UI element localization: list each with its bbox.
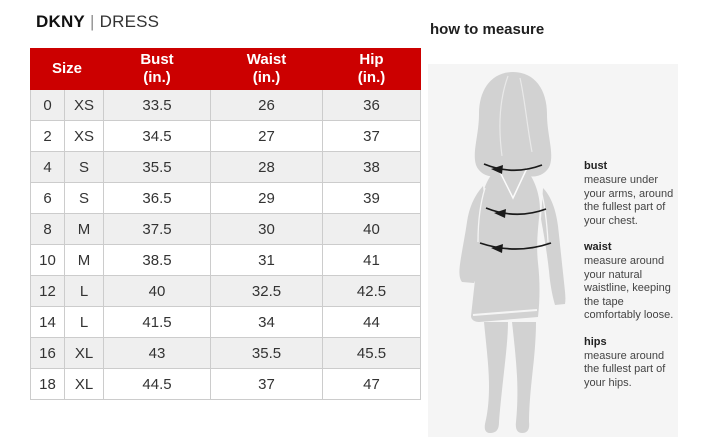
waist-cell: 30 xyxy=(210,213,323,245)
bust-text: measure under your arms, around the full… xyxy=(584,174,674,227)
hip-cell: 45.5 xyxy=(322,337,421,369)
size-label-cell: XS xyxy=(64,89,104,121)
brand-name: DKNY xyxy=(36,12,85,31)
waist-cell: 35.5 xyxy=(210,337,323,369)
table-row: 2 XS 34.5 27 37 xyxy=(30,120,421,152)
figure-torso xyxy=(471,162,540,322)
size-label-cell: XL xyxy=(64,368,104,400)
hip-arrow xyxy=(479,242,552,253)
size-label-cell: L xyxy=(64,275,104,307)
size-label-cell: M xyxy=(64,244,104,276)
size-num-cell: 18 xyxy=(30,368,65,400)
figure-right-arm xyxy=(541,188,566,305)
size-label-cell: S xyxy=(64,151,104,183)
size-chart-header: Size Bust (in.) Waist (in.) Hip (in.) xyxy=(30,48,421,90)
hips-label: hips xyxy=(584,335,607,348)
bust-instruction: bust measure under your arms, around the… xyxy=(584,160,678,228)
bust-cell: 43 xyxy=(103,337,211,369)
header-hip: Hip (in.) xyxy=(322,48,421,90)
how-to-measure-heading: how to measure xyxy=(430,21,545,38)
size-num-cell: 14 xyxy=(30,306,65,338)
figure-arm-seam-right xyxy=(540,189,549,243)
header-size: Size xyxy=(30,48,104,90)
size-label-cell: XL xyxy=(64,337,104,369)
waist-instruction: waist measure around your natural waistl… xyxy=(584,241,678,323)
hip-cell: 47 xyxy=(322,368,421,400)
size-num-cell: 0 xyxy=(30,89,65,121)
size-num-cell: 6 xyxy=(30,182,65,214)
bust-cell: 33.5 xyxy=(103,89,211,121)
size-num-cell: 4 xyxy=(30,151,65,183)
table-row: 18 XL 44.5 37 47 xyxy=(30,368,421,400)
bust-cell: 38.5 xyxy=(103,244,211,276)
header-row: Size Bust (in.) Waist (in.) Hip (in.) xyxy=(30,48,421,90)
figure-neckline xyxy=(498,167,528,200)
size-label-cell: XS xyxy=(64,120,104,152)
bust-label: bust xyxy=(584,160,608,172)
figure-hair-strand xyxy=(499,75,533,157)
waist-cell: 27 xyxy=(210,120,323,152)
hip-cell: 38 xyxy=(322,151,421,183)
waist-arrow xyxy=(485,207,547,218)
hips-instruction: hips measure around the fullest part of … xyxy=(584,336,678,391)
size-num-cell: 2 xyxy=(30,120,65,152)
size-chart-table: Size Bust (in.) Waist (in.) Hip (in.) 0 XS … xyxy=(30,48,421,400)
size-num-cell: 12 xyxy=(30,275,65,307)
hip-cell: 39 xyxy=(322,182,421,214)
figure-right-leg xyxy=(512,322,536,433)
hip-cell: 42.5 xyxy=(322,275,421,307)
hips-text: measure around the fullest part of your … xyxy=(584,349,666,389)
table-row: 12 L 40 32.5 42.5 xyxy=(30,275,421,307)
hip-cell: 41 xyxy=(322,244,421,276)
title-separator: | xyxy=(89,12,95,31)
waist-label: waist xyxy=(584,241,612,253)
bust-cell: 40 xyxy=(103,275,211,307)
hip-cell: 40 xyxy=(322,213,421,245)
figure-left-arm xyxy=(459,186,486,283)
waist-cell: 28 xyxy=(210,151,323,183)
header-waist: Waist (in.) xyxy=(210,48,323,90)
bust-cell: 36.5 xyxy=(103,182,211,214)
table-row: 16 XL 43 35.5 45.5 xyxy=(30,337,421,369)
measure-instructions: bust measure under your arms, around the… xyxy=(584,160,678,403)
waist-cell: 34 xyxy=(210,306,323,338)
page-title: DKNY | DRESS xyxy=(36,12,159,32)
bust-cell: 41.5 xyxy=(103,306,211,338)
hip-cell: 44 xyxy=(322,306,421,338)
figure-hair xyxy=(474,72,552,177)
figure-hem-line xyxy=(472,309,538,316)
waist-text: measure around your natural waistline, k… xyxy=(584,255,674,321)
figure-left-leg xyxy=(484,322,508,433)
table-row: 14 L 41.5 34 44 xyxy=(30,306,421,338)
hip-cell: 37 xyxy=(322,120,421,152)
measure-panel: bust measure under your arms, around the… xyxy=(428,64,678,437)
table-row: 4 S 35.5 28 38 xyxy=(30,151,421,183)
table-row: 6 S 36.5 29 39 xyxy=(30,182,421,214)
bust-cell: 35.5 xyxy=(103,151,211,183)
waist-cell: 37 xyxy=(210,368,323,400)
table-row: 10 M 38.5 31 41 xyxy=(30,244,421,276)
size-num-cell: 8 xyxy=(30,213,65,245)
size-label-cell: S xyxy=(64,182,104,214)
header-bust: Bust (in.) xyxy=(103,48,211,90)
waist-cell: 32.5 xyxy=(210,275,323,307)
bust-arrow xyxy=(483,163,543,174)
bust-cell: 34.5 xyxy=(103,120,211,152)
figure-silhouette xyxy=(459,72,566,433)
size-num-cell: 16 xyxy=(30,337,65,369)
bust-cell: 37.5 xyxy=(103,213,211,245)
table-row: 0 XS 33.5 26 36 xyxy=(30,89,421,121)
figure-arm-seam-left xyxy=(477,187,486,243)
waist-cell: 29 xyxy=(210,182,323,214)
waist-cell: 26 xyxy=(210,89,323,121)
hip-cell: 36 xyxy=(322,89,421,121)
size-label-cell: M xyxy=(64,213,104,245)
product-name: DRESS xyxy=(99,12,160,31)
bust-cell: 44.5 xyxy=(103,368,211,400)
waist-cell: 31 xyxy=(210,244,323,276)
size-label-cell: L xyxy=(64,306,104,338)
size-num-cell: 10 xyxy=(30,244,65,276)
table-row: 8 M 37.5 30 40 xyxy=(30,213,421,245)
